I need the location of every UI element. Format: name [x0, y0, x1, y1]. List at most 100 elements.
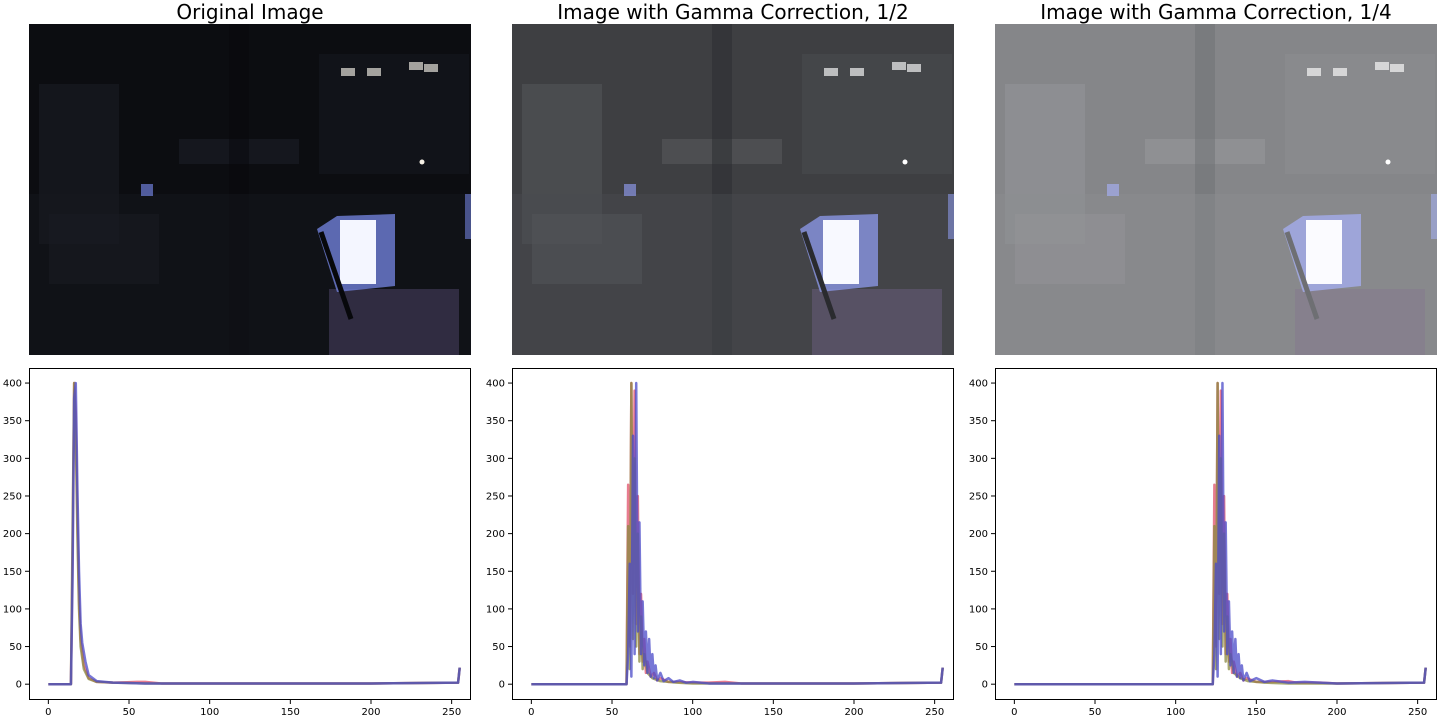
x-tick-label: 150 — [764, 707, 783, 718]
histogram-plot: 0 50 100 150 200 250 0 50 100 150 200 250 300 350 400 — [969, 368, 1437, 718]
x-tick-label: 0 — [45, 707, 51, 718]
y-tick-label: 300 — [969, 454, 988, 465]
scene-cable — [801, 231, 837, 320]
scene-window-light — [424, 64, 438, 72]
photo-original — [29, 24, 471, 355]
y-tick-label: 200 — [3, 529, 22, 540]
x-tick-label: 200 — [361, 707, 380, 718]
scene-window-light — [907, 64, 921, 72]
y-tick-label: 350 — [486, 416, 505, 427]
scene-chair — [1015, 214, 1125, 284]
photo-gamma-half — [512, 24, 954, 355]
x-tick-label: 150 — [1247, 707, 1266, 718]
scene-edge-light — [465, 194, 471, 239]
y-tick-label: 150 — [3, 567, 22, 578]
y-tick-label: 400 — [486, 379, 505, 390]
y-tick-label: 50 — [975, 642, 988, 653]
y-tick-label: 300 — [486, 454, 505, 465]
scene-window-light — [367, 68, 381, 76]
x-tick-label: 250 — [1408, 707, 1427, 718]
histogram-original: 0 50 100 150 200 250 0 50 100 150 200 250 300 350 400 — [3, 368, 471, 718]
y-tick-label: 100 — [3, 604, 22, 615]
y-tick-label: 350 — [3, 416, 22, 427]
y-tick-label: 50 — [492, 642, 505, 653]
y-tick-label: 250 — [969, 491, 988, 502]
y-tick-label: 300 — [3, 454, 22, 465]
x-tick-label: 250 — [925, 707, 944, 718]
scene-lamp — [902, 159, 908, 165]
plot-frame — [512, 368, 954, 700]
y-tick-label: 350 — [969, 416, 988, 427]
scene-desk — [812, 289, 942, 355]
x-tick-label: 250 — [442, 707, 461, 718]
scene-desk — [329, 289, 459, 355]
scene-desk — [1295, 289, 1425, 355]
scene-window-light — [1375, 62, 1389, 70]
plot-frame — [29, 368, 471, 700]
x-tick-label: 100 — [1166, 707, 1185, 718]
histogram-series-line-2 — [48, 381, 461, 686]
x-tick-label: 100 — [683, 707, 702, 718]
y-tick-label: 100 — [969, 604, 988, 615]
scene-small-screen — [624, 184, 636, 196]
x-tick-label: 50 — [606, 707, 619, 718]
y-tick-label: 250 — [3, 491, 22, 502]
scene-window-light — [341, 68, 355, 76]
scene-window-light — [892, 62, 906, 70]
y-tick-label: 50 — [9, 642, 22, 653]
room-scene — [995, 24, 1437, 355]
x-tick-label: 0 — [1011, 707, 1017, 718]
scene-edge-light — [948, 194, 954, 239]
y-tick-label: 250 — [486, 491, 505, 502]
x-tick-label: 150 — [281, 707, 300, 718]
scene-lamp — [1385, 159, 1391, 165]
histogram-plot: 0 50 100 150 200 250 0 50 100 150 200 250 300 350 400 — [3, 368, 471, 718]
scene-chair — [532, 214, 642, 284]
y-tick-label: 0 — [982, 680, 988, 691]
scene-window-light — [1333, 68, 1347, 76]
scene-small-screen — [141, 184, 153, 196]
scene-small-screen — [1107, 184, 1119, 196]
histogram-plot: 0 50 100 150 200 250 0 50 100 150 200 250 300 350 400 — [486, 368, 954, 718]
photo-gamma-quarter — [995, 24, 1437, 355]
scene-cable — [318, 231, 354, 320]
y-tick-label: 0 — [499, 680, 505, 691]
y-tick-label: 400 — [969, 379, 988, 390]
scene-monitor-screen — [823, 220, 859, 284]
y-tick-label: 100 — [486, 604, 505, 615]
histogram-series-line-2 — [1014, 381, 1427, 686]
x-tick-label: 200 — [844, 707, 863, 718]
scene-edge-light — [1431, 194, 1437, 239]
scene-pillar — [712, 24, 732, 355]
room-scene — [512, 24, 954, 355]
scene-window-light — [1390, 64, 1404, 72]
panel-title-original: Original Image — [176, 0, 324, 24]
x-tick-label: 50 — [1089, 707, 1102, 718]
y-tick-label: 200 — [969, 529, 988, 540]
scene-monitor-screen — [1306, 220, 1342, 284]
scene-window-light — [824, 68, 838, 76]
x-tick-label: 100 — [200, 707, 219, 718]
x-tick-label: 200 — [1327, 707, 1346, 718]
scene-window-light — [1307, 68, 1321, 76]
panel-title-gamma-half: Image with Gamma Correction, 1/2 — [557, 0, 909, 24]
x-tick-label: 50 — [123, 707, 136, 718]
y-tick-label: 150 — [969, 567, 988, 578]
scene-window-light — [850, 68, 864, 76]
histogram-gamma-half: 0 50 100 150 200 250 0 50 100 150 200 250 300 350 400 — [486, 368, 954, 718]
histogram-gamma-quarter: 0 50 100 150 200 250 0 50 100 150 200 250 300 350 400 — [969, 368, 1437, 718]
x-tick-label: 0 — [528, 707, 534, 718]
room-scene — [29, 24, 471, 355]
y-tick-label: 0 — [16, 680, 22, 691]
scene-pillar — [1195, 24, 1215, 355]
scene-pillar — [229, 24, 249, 355]
scene-monitor-screen — [340, 220, 376, 284]
scene-chair — [49, 214, 159, 284]
scene-lamp — [419, 159, 425, 165]
histogram-series-line-2 — [531, 381, 944, 686]
y-tick-label: 200 — [486, 529, 505, 540]
y-tick-label: 400 — [3, 379, 22, 390]
y-tick-label: 150 — [486, 567, 505, 578]
scene-cable — [1284, 231, 1320, 320]
panel-title-gamma-quarter: Image with Gamma Correction, 1/4 — [1040, 0, 1392, 24]
